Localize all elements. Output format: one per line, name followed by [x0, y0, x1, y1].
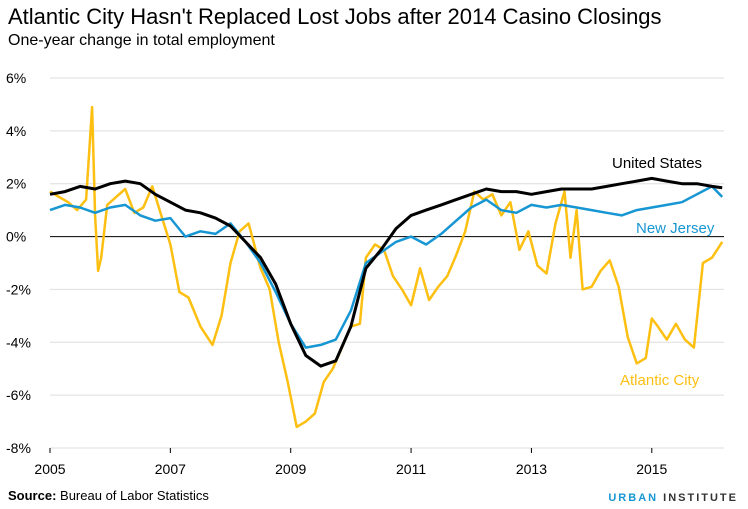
y-tick-label: 6% [6, 70, 26, 86]
y-tick-label: -4% [6, 334, 31, 350]
source-note: Source: Bureau of Labor Statistics [8, 488, 209, 503]
logo-institute: INSTITUTE [663, 492, 738, 504]
logo-urban: URBAN [608, 492, 659, 504]
y-tick-label: 4% [6, 123, 26, 139]
urban-institute-logo: URBAN INSTITUTE [608, 492, 738, 504]
x-tick-label: 2015 [636, 461, 667, 477]
chart-subtitle: One-year change in total employment [8, 32, 275, 49]
y-tick-label: 2% [6, 176, 26, 192]
x-tick-label: 2011 [396, 461, 426, 477]
x-tick-label: 2013 [516, 461, 547, 477]
series-label-atlantic-city: Atlantic City [620, 372, 700, 389]
series-label-united-states: United States [612, 155, 702, 172]
y-tick-label: -6% [6, 387, 31, 403]
x-tick-label: 2009 [275, 461, 306, 477]
series-label-new-jersey: New Jersey [636, 220, 715, 237]
x-tick-label: 2007 [155, 461, 186, 477]
source-text: Bureau of Labor Statistics [60, 488, 209, 503]
series-line-new-jersey [49, 185, 724, 349]
series-line-united-states [49, 176, 723, 368]
y-tick-label: -8% [6, 440, 31, 456]
y-tick-label: 0% [6, 229, 26, 245]
y-tick-label: -2% [6, 281, 31, 297]
chart-title: Atlantic City Hasn't Replaced Lost Jobs … [8, 4, 662, 29]
source-label: Source: [8, 488, 57, 503]
x-tick-label: 2005 [34, 461, 65, 477]
